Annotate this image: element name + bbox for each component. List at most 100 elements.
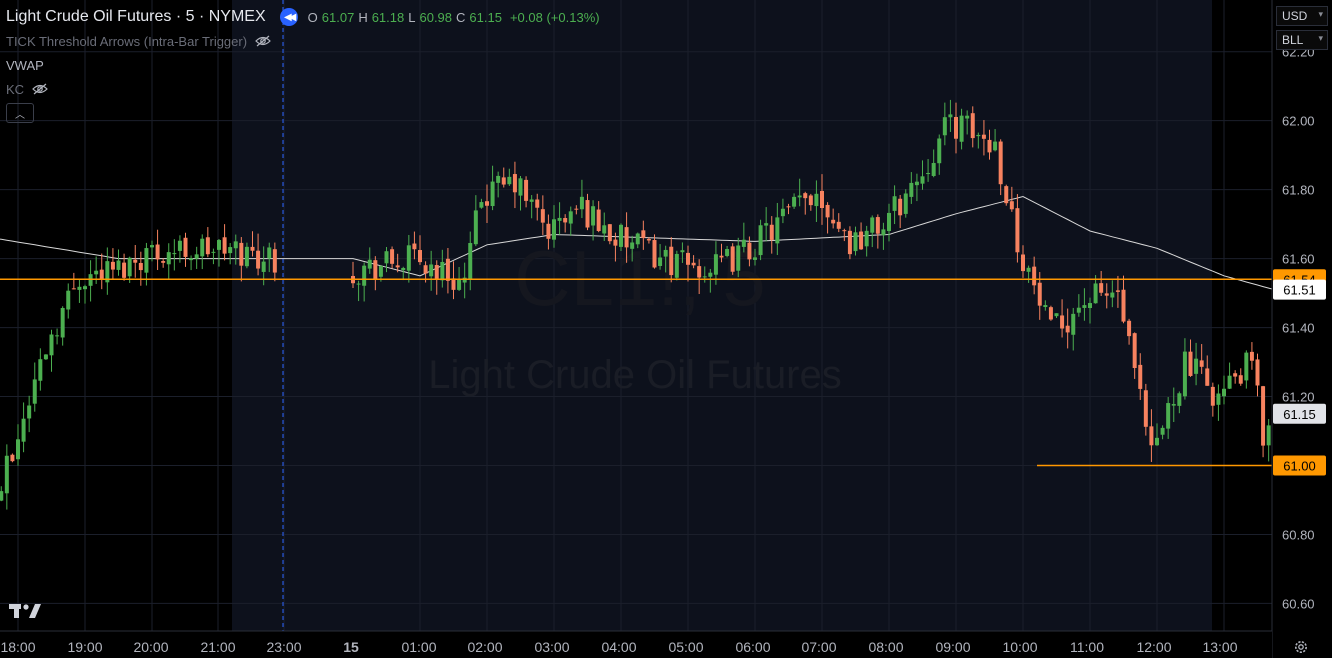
candle-body xyxy=(1099,283,1104,293)
candle-body xyxy=(591,206,596,226)
candle-body xyxy=(99,269,104,280)
price-label-box[interactable] xyxy=(1273,455,1326,476)
price-label-box[interactable] xyxy=(1273,279,1326,300)
candle-body xyxy=(507,176,512,185)
candle-body xyxy=(540,209,545,223)
candle-body xyxy=(378,265,383,277)
candle-body xyxy=(138,262,143,271)
candle-body xyxy=(110,261,115,270)
unit-select[interactable]: BLL ▾ xyxy=(1276,30,1328,50)
candle-body xyxy=(205,237,210,255)
candle-body xyxy=(1216,393,1221,405)
ohlc-values: O 61.07 H 61.18 L 60.98 C 61.15 +0.08 (+0.13… xyxy=(308,10,600,25)
candle-body xyxy=(630,242,635,249)
candle-body xyxy=(10,454,15,462)
candle-body xyxy=(1238,375,1243,384)
candle-body xyxy=(987,139,992,153)
eye-off-icon[interactable] xyxy=(255,35,271,47)
candle-body xyxy=(1227,375,1232,389)
candle-body xyxy=(914,181,919,186)
indicator-tick-label[interactable]: TICK Threshold Arrows (Intra-Bar Trigger… xyxy=(6,33,248,49)
gear-icon[interactable] xyxy=(1293,639,1309,655)
candle-body xyxy=(256,250,261,269)
time-tick-label: 19:00 xyxy=(67,639,102,655)
tradingview-logo[interactable] xyxy=(8,600,42,620)
candle-body xyxy=(49,334,54,356)
price-tick-label: 60.60 xyxy=(1282,596,1315,611)
candle-body xyxy=(406,245,411,271)
candle-body xyxy=(1177,393,1182,406)
candle-body xyxy=(4,455,9,494)
candle-body xyxy=(792,196,797,207)
candle-body xyxy=(38,359,43,381)
candle-body xyxy=(931,162,936,176)
symbol-title[interactable]: Light Crude Oil Futures · 5 · NYMEX xyxy=(6,8,266,25)
candle-body xyxy=(1138,364,1143,389)
candle-body xyxy=(440,261,445,281)
candle-body xyxy=(16,439,20,460)
candle-body xyxy=(144,248,149,273)
indicator-vwap-label[interactable]: VWAP xyxy=(6,57,44,73)
candle-body xyxy=(434,265,439,279)
candle-body xyxy=(423,265,428,274)
candle-body xyxy=(864,230,869,247)
eye-off-icon[interactable] xyxy=(32,83,48,95)
candle-body xyxy=(166,252,171,265)
candle-body xyxy=(490,181,495,207)
chart-legend: Light Crude Oil Futures · 5 · NYMEX ◀◀ O… xyxy=(6,6,600,126)
candle-body xyxy=(250,246,255,251)
candle-body xyxy=(32,379,37,404)
price-tick-label: 60.80 xyxy=(1282,527,1315,542)
candle-body xyxy=(177,240,182,251)
candle-body xyxy=(959,115,964,142)
chevron-up-icon[interactable]: ︿ xyxy=(6,103,34,123)
candle-body xyxy=(172,253,177,255)
candle-body xyxy=(652,240,657,268)
price-label-box[interactable] xyxy=(1273,403,1326,424)
rewind-icon[interactable]: ◀◀ xyxy=(279,8,298,26)
candle-body xyxy=(1188,351,1193,376)
candle-body xyxy=(1048,307,1053,320)
candle-body xyxy=(613,239,618,246)
time-tick-label: 23:00 xyxy=(266,639,301,655)
currency-select[interactable]: USD ▾ xyxy=(1276,6,1328,26)
candle-body xyxy=(998,141,1003,185)
close-value: 61.15 xyxy=(469,9,502,25)
candle-body xyxy=(780,208,785,217)
candle-body xyxy=(356,283,361,285)
watermark-symbol: CL1!, 5 xyxy=(514,234,765,322)
indicator-kc-label[interactable]: KC xyxy=(6,81,25,97)
candle-body xyxy=(1037,282,1042,306)
candle-body xyxy=(579,196,584,210)
price-axis[interactable] xyxy=(1272,0,1332,658)
candle-body xyxy=(646,238,651,241)
candle-body xyxy=(747,242,752,260)
candle-body xyxy=(708,272,713,277)
candle-body xyxy=(686,252,690,265)
candle-body xyxy=(1043,305,1048,308)
candle-body xyxy=(1032,266,1037,286)
candle-body xyxy=(1182,351,1187,397)
candle-body xyxy=(1233,373,1238,377)
candle-body xyxy=(730,246,735,272)
candle-body xyxy=(585,200,590,228)
candle-body xyxy=(501,177,506,185)
candle-body xyxy=(1255,359,1260,386)
time-axis[interactable] xyxy=(0,631,1272,658)
time-tick-label: 08:00 xyxy=(868,639,903,655)
candle-body xyxy=(272,249,277,273)
open-key: O xyxy=(307,9,318,25)
candle-body xyxy=(1261,386,1266,446)
candle-body xyxy=(713,254,718,275)
candle-body xyxy=(847,230,852,255)
candle-body xyxy=(1021,254,1025,272)
candle-body xyxy=(362,265,367,286)
candle-body xyxy=(680,250,685,253)
time-tick-label: 12:00 xyxy=(1136,639,1171,655)
candle-body xyxy=(1143,390,1148,427)
price-tick-label: 61.60 xyxy=(1282,252,1315,267)
candle-body xyxy=(390,249,395,264)
candle-body xyxy=(418,250,422,263)
currency-value: USD xyxy=(1282,9,1308,23)
